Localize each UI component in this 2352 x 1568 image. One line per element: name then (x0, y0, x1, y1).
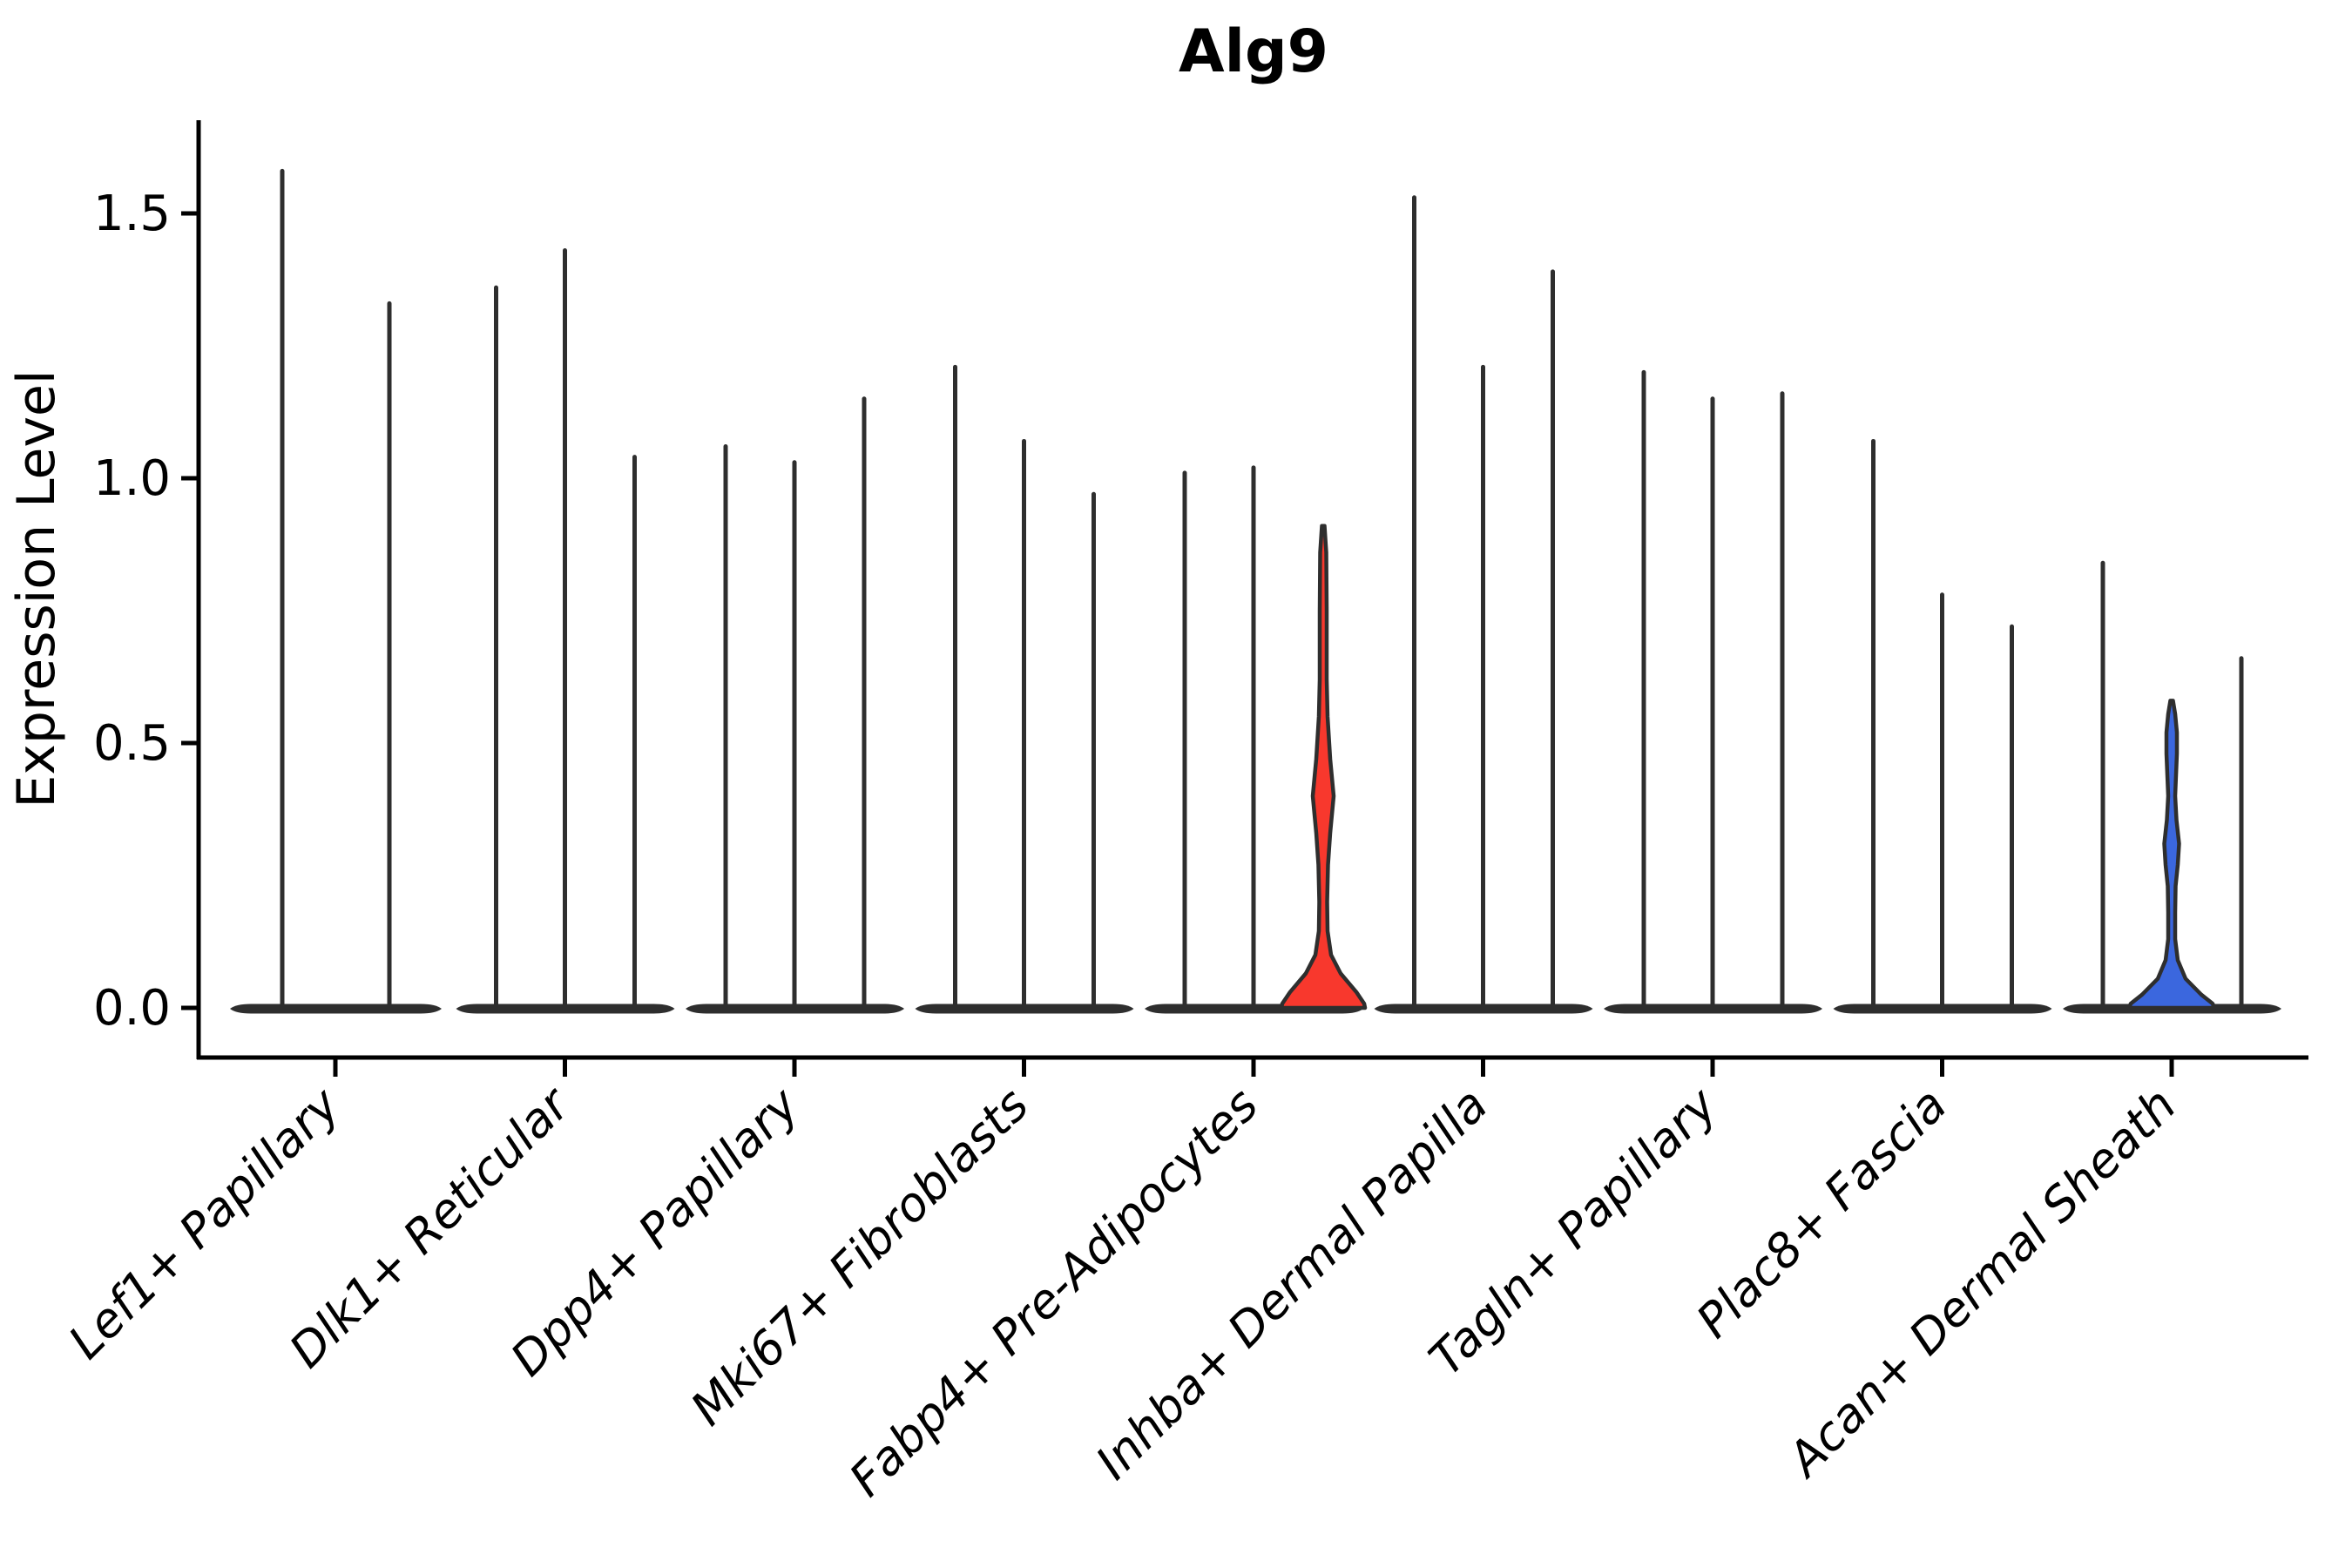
x-category-label: Acan+ Dermal Sheath (1775, 1078, 2186, 1489)
x-axis-ticks (333, 1058, 2174, 1077)
violin-highlight-red (1279, 524, 1368, 1010)
violin-highlight-blue (2126, 699, 2217, 1010)
chart-title: Alg9 (1179, 17, 1328, 86)
y-tick-label: 1.0 (93, 450, 171, 507)
x-category-label: Fabp4+ Pre-Adipocytes (839, 1078, 1268, 1507)
y-tick-label: 0.5 (93, 715, 171, 772)
violin-base-bar (230, 1004, 442, 1014)
y-axis-title: Expression Level (6, 369, 67, 808)
y-tick-label: 0.0 (93, 980, 171, 1037)
y-axis-ticks: 0.0 0.5 1.0 1.5 (93, 186, 199, 1037)
x-category-label: Inhba+ Dermal Papilla (1085, 1078, 1498, 1490)
y-tick-label: 1.5 (93, 186, 171, 242)
violin-glyphs (230, 168, 2281, 1014)
